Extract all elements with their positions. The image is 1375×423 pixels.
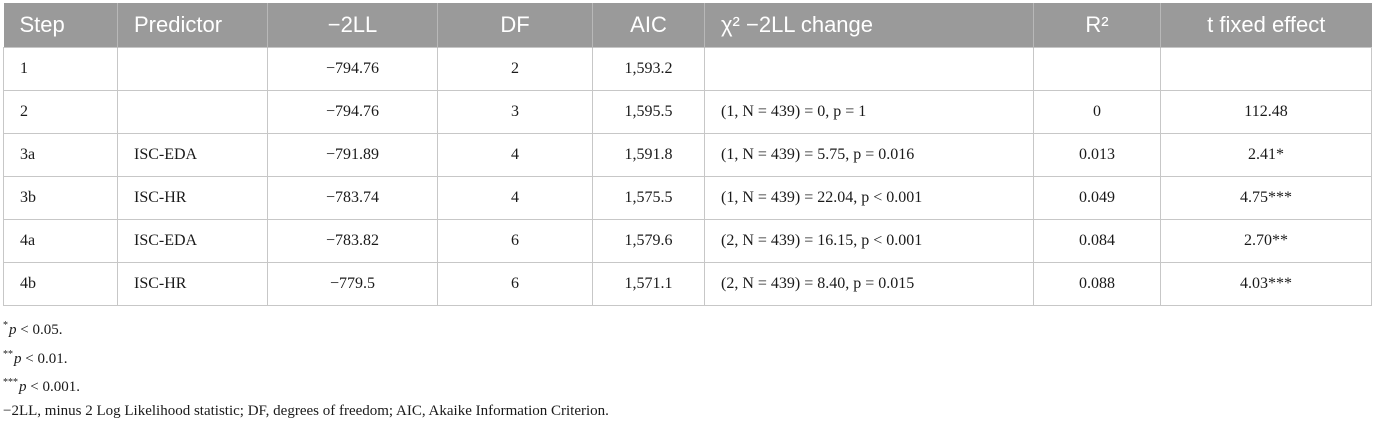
cell-chi-change: (1, N = 439) = 0, p = 1 (705, 91, 1034, 134)
cell-neg2ll: −779.5 (268, 263, 438, 306)
header-r2: R² (1034, 3, 1161, 48)
cell-aic: 1,593.2 (593, 48, 705, 91)
header-step: Step (4, 3, 118, 48)
cell-predictor (118, 48, 268, 91)
footnote-1-p: p (9, 322, 17, 338)
cell-neg2ll: −794.76 (268, 91, 438, 134)
results-table: Step Predictor −2LL DF AIC χ² −2LL chang… (3, 3, 1372, 306)
cell-r2: 0.088 (1034, 263, 1161, 306)
header-aic: AIC (593, 3, 705, 48)
footnote-1-stars: * (3, 320, 8, 331)
cell-df: 4 (438, 134, 593, 177)
cell-t-fixed: 112.48 (1161, 91, 1372, 134)
cell-aic: 1,575.5 (593, 177, 705, 220)
cell-neg2ll: −791.89 (268, 134, 438, 177)
cell-t-fixed: 4.03*** (1161, 263, 1372, 306)
footnote-1-text: < 0.05. (17, 322, 63, 338)
footnote-2-p: p (14, 351, 22, 367)
header-df: DF (438, 3, 593, 48)
footnote-2: **p < 0.01. (3, 343, 609, 372)
cell-predictor: ISC-EDA (118, 220, 268, 263)
cell-aic: 1,591.8 (593, 134, 705, 177)
cell-step: 4a (4, 220, 118, 263)
cell-r2: 0 (1034, 91, 1161, 134)
cell-r2: 0.084 (1034, 220, 1161, 263)
cell-df: 2 (438, 48, 593, 91)
cell-step: 4b (4, 263, 118, 306)
cell-predictor: ISC-EDA (118, 134, 268, 177)
cell-t-fixed: 2.70** (1161, 220, 1372, 263)
cell-chi-change: (1, N = 439) = 22.04, p < 0.001 (705, 177, 1034, 220)
header-neg2ll: −2LL (268, 3, 438, 48)
header-t-fixed: t fixed effect (1161, 3, 1372, 48)
cell-r2: 0.013 (1034, 134, 1161, 177)
cell-neg2ll: −794.76 (268, 48, 438, 91)
cell-r2 (1034, 48, 1161, 91)
cell-chi-change: (2, N = 439) = 8.40, p = 0.015 (705, 263, 1034, 306)
cell-t-fixed: 2.41* (1161, 134, 1372, 177)
footnote-1: *p < 0.05. (3, 314, 609, 343)
cell-predictor: ISC-HR (118, 263, 268, 306)
cell-df: 6 (438, 263, 593, 306)
abbreviations-note: −2LL, minus 2 Log Likelihood statistic; … (3, 400, 609, 423)
cell-predictor: ISC-HR (118, 177, 268, 220)
footnote-3-stars: *** (3, 377, 18, 388)
header-predictor: Predictor (118, 3, 268, 48)
footnote-3-p: p (19, 379, 27, 395)
cell-aic: 1,595.5 (593, 91, 705, 134)
cell-chi-change: (1, N = 439) = 5.75, p = 0.016 (705, 134, 1034, 177)
footnote-3-text: < 0.001. (27, 379, 80, 395)
cell-df: 6 (438, 220, 593, 263)
header-row: Step Predictor −2LL DF AIC χ² −2LL chang… (4, 3, 1372, 48)
cell-neg2ll: −783.74 (268, 177, 438, 220)
cell-aic: 1,571.1 (593, 263, 705, 306)
cell-chi-change (705, 48, 1034, 91)
cell-step: 1 (4, 48, 118, 91)
cell-df: 4 (438, 177, 593, 220)
table-notes: *p < 0.05. **p < 0.01. ***p < 0.001. −2L… (3, 314, 609, 423)
cell-r2: 0.049 (1034, 177, 1161, 220)
cell-t-fixed: 4.75*** (1161, 177, 1372, 220)
cell-predictor (118, 91, 268, 134)
cell-step: 2 (4, 91, 118, 134)
cell-aic: 1,579.6 (593, 220, 705, 263)
cell-step: 3a (4, 134, 118, 177)
cell-chi-change: (2, N = 439) = 16.15, p < 0.001 (705, 220, 1034, 263)
cell-t-fixed (1161, 48, 1372, 91)
footnote-2-text: < 0.01. (22, 351, 68, 367)
cell-step: 3b (4, 177, 118, 220)
header-chi-change: χ² −2LL change (705, 3, 1034, 48)
footnote-3: ***p < 0.001. (3, 371, 609, 400)
footnote-2-stars: ** (3, 349, 13, 360)
cell-neg2ll: −783.82 (268, 220, 438, 263)
cell-df: 3 (438, 91, 593, 134)
